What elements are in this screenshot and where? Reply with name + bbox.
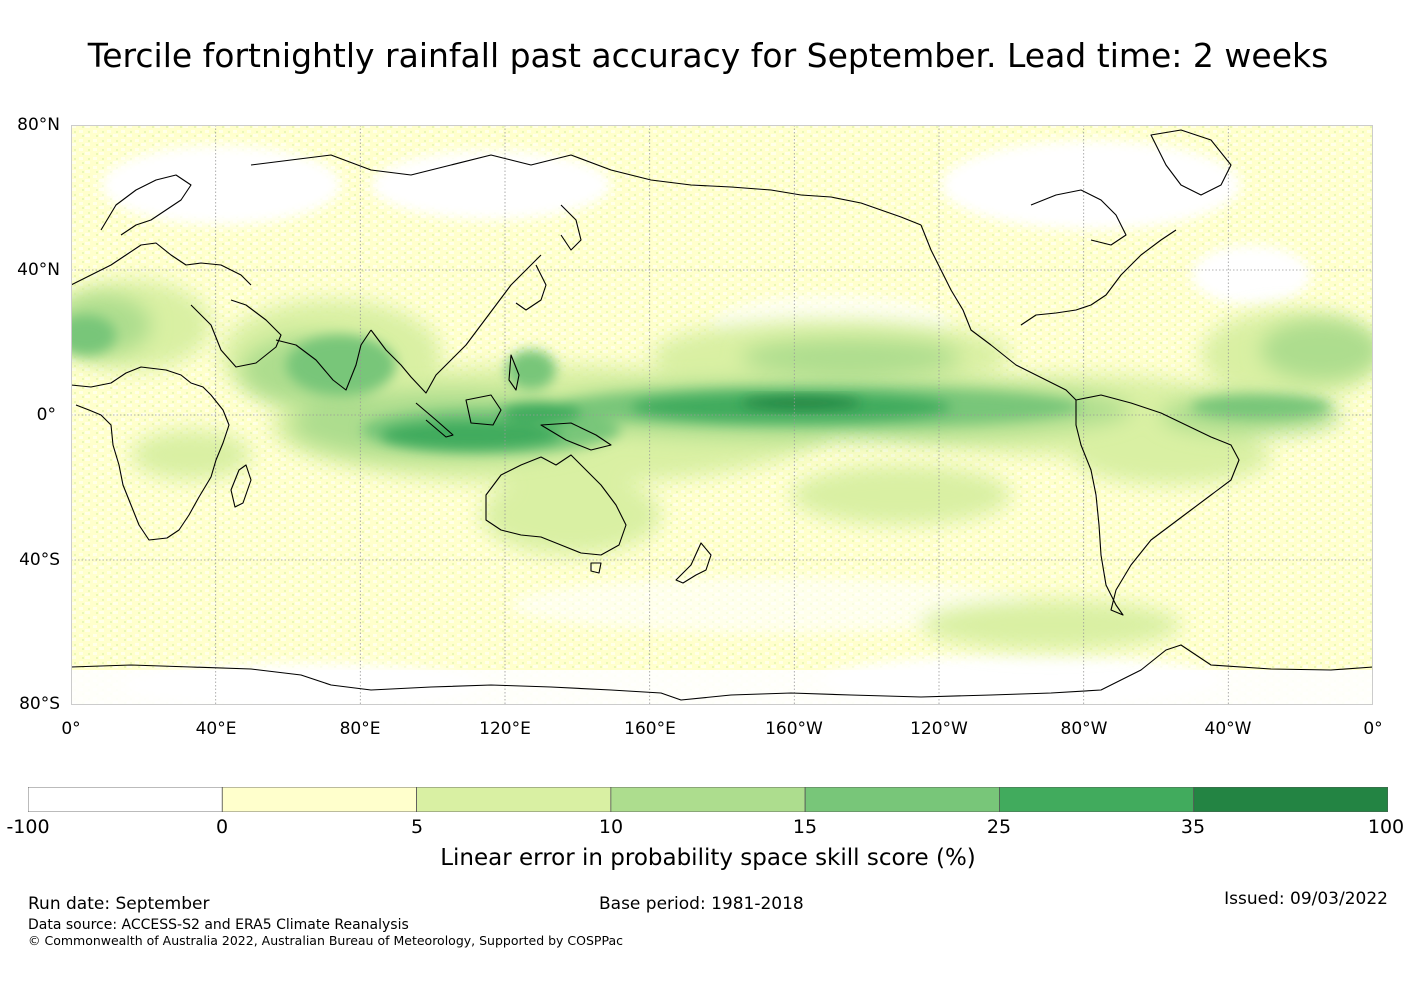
colorbar-tick-5: 5	[410, 816, 424, 838]
coast-kamchatka	[560, 204, 582, 251]
colorbar-swatch	[221, 786, 417, 813]
coast-alaska	[800, 194, 922, 226]
coast-siberia	[250, 154, 802, 196]
lon-label-0w: 0°	[1363, 719, 1383, 739]
coastlines	[71, 129, 1373, 701]
colorbar-tick-35: 35	[1180, 816, 1206, 838]
coast-newzealand	[675, 542, 712, 584]
lon-label-160w: 160°W	[765, 719, 823, 739]
lat-label-40s: 40°S	[19, 550, 60, 570]
lat-label-0: 0°	[36, 405, 56, 425]
lon-label-40e: 40°E	[195, 719, 237, 739]
coast-hudson	[1030, 189, 1127, 246]
antarctic-band	[71, 670, 1373, 705]
copyright: © Commonwealth of Australia 2022, Austra…	[28, 933, 623, 948]
colorbar-swatch	[804, 786, 1000, 813]
colorbar-swatch	[27, 786, 223, 813]
coast-sumatra	[415, 402, 454, 438]
issued-date: Issued: 09/03/2022	[1224, 889, 1388, 909]
data-source: Data source: ACCESS-S2 and ERA5 Climate …	[28, 917, 409, 933]
lat-label-80n: 80°N	[17, 115, 60, 135]
map-title: Tercile fortnightly rainfall past accura…	[87, 36, 1329, 75]
coast-scandinavia	[100, 174, 192, 236]
coast-philippines	[508, 354, 520, 391]
coast-southamerica	[1075, 394, 1240, 616]
lon-label-80w: 80°W	[1060, 719, 1108, 739]
coast-africa	[71, 366, 230, 541]
colorbar-swatch	[610, 786, 806, 813]
graticule	[71, 125, 1373, 705]
coast-china	[370, 254, 542, 394]
coast-arabia	[190, 299, 282, 368]
colorbar-swatches	[27, 786, 1389, 813]
colorbar-tick-25: 25	[986, 816, 1012, 838]
lon-label-80e: 80°E	[339, 719, 381, 739]
colorbar-tick-10: 10	[598, 816, 624, 838]
coast-greenland	[1150, 129, 1232, 196]
lon-label-120e: 120°E	[479, 719, 531, 739]
lon-label-160e: 160°E	[624, 719, 676, 739]
colorbar-swatch	[416, 786, 612, 813]
colorbar-swatch	[1193, 786, 1389, 813]
base-period: Base period: 1981-2018	[599, 894, 804, 914]
coast-northamerica-west	[920, 224, 1077, 401]
coast-europe	[71, 242, 252, 286]
coast-antarctica	[71, 644, 1373, 701]
colorbar-tick-minus100: -100	[6, 816, 50, 838]
coast-newguinea	[540, 422, 612, 451]
colorbar-tick-100: 100	[1367, 816, 1405, 838]
run-date: Run date: September	[28, 894, 210, 914]
lon-label-40w: 40°W	[1204, 719, 1252, 739]
coast-borneo	[465, 394, 502, 426]
lat-label-40n: 40°N	[17, 260, 60, 280]
skill-score-map	[71, 125, 1373, 705]
colorbar-swatch	[999, 786, 1195, 813]
lon-label-120w: 120°W	[910, 719, 968, 739]
lat-label-80s: 80°S	[19, 694, 60, 714]
coast-tasmania	[590, 562, 602, 574]
coast-gulf	[1020, 229, 1177, 326]
highest-skill-regions	[741, 397, 861, 409]
colorbar	[27, 786, 1389, 813]
coast-japan	[515, 264, 547, 311]
coast-madagascar	[230, 464, 252, 508]
lon-label-0e: 0°	[61, 719, 81, 739]
colorbar-tick-15: 15	[792, 816, 818, 838]
colorbar-tick-0: 0	[215, 816, 229, 838]
coast-australia	[485, 454, 627, 556]
coast-india	[275, 329, 372, 391]
colorbar-title: Linear error in probability space skill …	[440, 845, 976, 871]
